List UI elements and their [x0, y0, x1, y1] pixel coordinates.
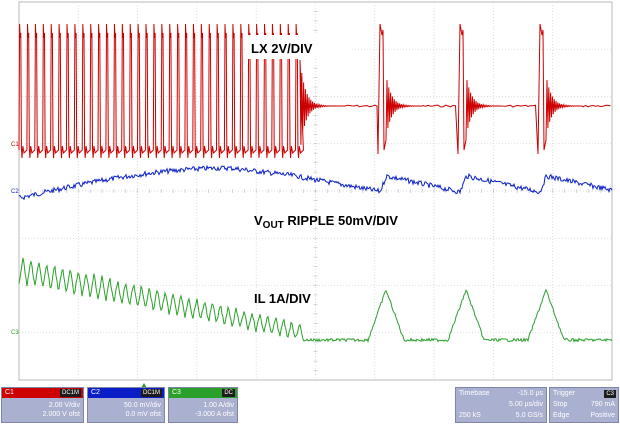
c2-info-panel[interactable]: C2 DC1M 50.0 mV/div 0.0 mV ofst — [87, 387, 165, 423]
trigger-label: Trigger — [553, 390, 575, 397]
c3-info-panel[interactable]: C3 DC 1.00 A/div -3.000 A ofst — [168, 387, 238, 423]
vout-label: VOUT RIPPLE 50mV/DIV — [254, 213, 398, 231]
c3-panel-header: C3 DC — [169, 388, 237, 398]
il-label: IL 1A/DIV — [254, 291, 311, 306]
timebase-per-div: 5.00 µs/div — [509, 401, 543, 408]
trigger-position-marker — [141, 383, 147, 388]
c3-scale: 1.00 A/div — [203, 402, 234, 409]
c3-panel-name: C3 — [172, 389, 181, 396]
vout-label-rest: RIPPLE 50mV/DIV — [284, 213, 398, 228]
trigger-panel[interactable]: Trigger C3 Stop 790 mA Edge Positive — [549, 387, 619, 423]
c1-scale: 2.00 V/div — [48, 402, 80, 409]
c2-marker: C2 — [11, 189, 19, 195]
trigger-slope: Positive — [590, 412, 615, 419]
lx-label: LX 2V/DIV — [251, 41, 313, 56]
c2-vout-trace — [18, 164, 613, 201]
trigger-channel-badge: C3 — [604, 390, 616, 398]
c1-coupling-badge: DC1M — [59, 389, 81, 397]
vout-label-v: V — [254, 213, 263, 228]
c1-lx-trace — [18, 23, 611, 159]
trigger-level: 790 mA — [590, 401, 615, 408]
c2-offset: 0.0 mV ofst — [125, 411, 161, 418]
c1-info-panel[interactable]: C1 DC1M 2.00 V/div 2.000 V ofst — [1, 387, 84, 423]
c2-coupling-badge: DC1M — [140, 389, 162, 397]
timebase-panel[interactable]: Timebase -15.0 µs 5.00 µs/div 250 kS 5.0… — [455, 387, 547, 423]
timebase-rate: 5.0 GS/s — [515, 412, 543, 419]
c3-il-trace — [18, 257, 613, 344]
c2-panel-name: C2 — [91, 389, 100, 396]
timebase-label: Timebase — [459, 390, 490, 397]
c3-coupling-badge: DC — [222, 389, 235, 397]
trigger-mode: Stop — [553, 401, 568, 408]
trigger-type: Edge — [553, 412, 570, 419]
c1-marker: C1 — [11, 142, 19, 148]
c1-panel-name: C1 — [5, 389, 14, 396]
c3-offset: -3.000 A ofst — [195, 411, 234, 418]
c1-panel-header: C1 DC1M — [2, 388, 83, 398]
c2-scale: 50.0 mV/div — [124, 402, 161, 409]
timebase-samples: 250 kS — [459, 412, 481, 419]
vout-label-sub: OUT — [263, 220, 284, 231]
lx-label-bg — [246, 35, 350, 59]
timebase-delay: -15.0 µs — [517, 390, 543, 397]
c3-marker: C3 — [11, 330, 19, 336]
c1-offset: 2.000 V ofst — [42, 411, 80, 418]
c2-panel-header: C2 DC1M — [88, 388, 164, 398]
info-bar: C1 DC1M 2.00 V/div 2.000 V ofst C2 DC1M … — [0, 387, 620, 426]
